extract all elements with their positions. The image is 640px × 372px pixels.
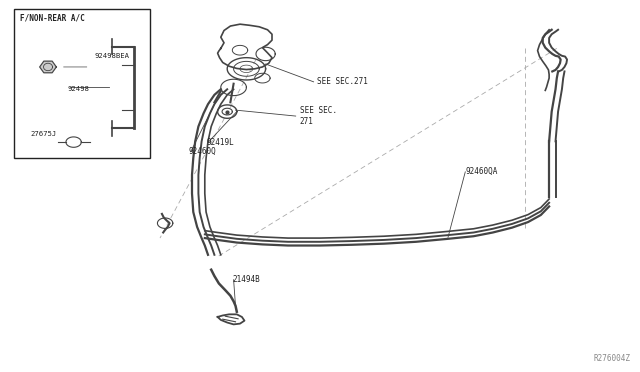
Bar	[14, 9, 150, 158]
Text: 21494B: 21494B	[232, 275, 260, 284]
Text: 92460QA: 92460QA	[465, 167, 498, 176]
Text: 92419L: 92419L	[206, 138, 234, 147]
Text: SEE SEC.271: SEE SEC.271	[317, 77, 367, 86]
Text: 92498: 92498	[67, 86, 89, 92]
Text: F/NON-REAR A/C: F/NON-REAR A/C	[20, 13, 85, 22]
Text: SEE SEC.
271: SEE SEC. 271	[300, 106, 337, 126]
Text: 27675J: 27675J	[31, 131, 57, 137]
Text: 92460Q: 92460Q	[189, 147, 216, 156]
Polygon shape	[40, 61, 56, 73]
Text: R276004Z: R276004Z	[593, 354, 630, 363]
Text: 92498BEA: 92498BEA	[95, 53, 130, 59]
